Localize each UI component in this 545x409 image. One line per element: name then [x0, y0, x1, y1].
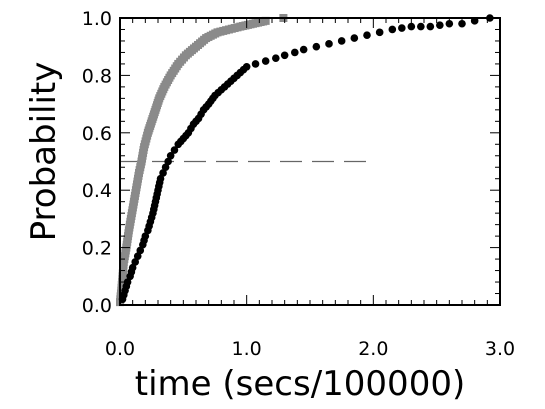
black-point [363, 31, 371, 40]
plot-area [116, 14, 494, 307]
black-point [261, 57, 270, 65]
black-point [156, 174, 165, 183]
x-tick-label: 1.0 [232, 338, 262, 360]
black-point [128, 263, 137, 272]
y-tick-label: 0.2 [82, 238, 112, 260]
black-point [375, 28, 384, 37]
x-tick-label: 3.0 [485, 338, 515, 360]
black-point [388, 25, 397, 34]
black-point [280, 51, 289, 60]
x-tick-label: 2.0 [358, 338, 388, 360]
black-point [417, 22, 425, 31]
y-tick-label: 0.6 [82, 123, 112, 145]
gray-point [261, 16, 270, 25]
black-point [337, 37, 346, 45]
black-point [325, 40, 333, 48]
black-point [164, 157, 172, 166]
axis-ticks [119, 17, 501, 306]
series-black [118, 14, 494, 304]
black-point [170, 146, 179, 154]
black-point [136, 246, 145, 255]
black-point [131, 258, 139, 266]
black-point [133, 252, 142, 261]
tick-labels: 0.0 1.0 2.0 3.0 0.0 0.2 0.4 0.6 0.8 1.0 [82, 8, 515, 360]
black-point [272, 54, 280, 62]
black-point [299, 45, 308, 54]
black-point [242, 62, 251, 71]
black-point [166, 151, 175, 160]
black-point [159, 169, 167, 177]
black-point [436, 21, 444, 29]
y-tick-label: 0.8 [82, 65, 112, 87]
black-point [398, 24, 406, 32]
black-point [123, 278, 132, 286]
x-axis-label: time (secs/100000) [135, 364, 465, 404]
x-tick-label: 0.0 [105, 338, 135, 360]
black-point [426, 22, 435, 31]
series-gray [116, 14, 288, 307]
black-point [407, 22, 416, 31]
y-tick-label: 0.4 [82, 180, 112, 202]
y-tick-label: 1.0 [82, 8, 112, 30]
black-point [445, 19, 454, 28]
black-point [312, 42, 321, 51]
y-tick-label: 0.0 [82, 295, 112, 317]
black-point [350, 34, 359, 42]
black-point [161, 163, 170, 172]
black-point [291, 48, 299, 57]
black-point [251, 60, 260, 68]
y-axis-label: Probability [24, 62, 64, 242]
black-point [458, 19, 466, 28]
black-point [141, 232, 150, 240]
